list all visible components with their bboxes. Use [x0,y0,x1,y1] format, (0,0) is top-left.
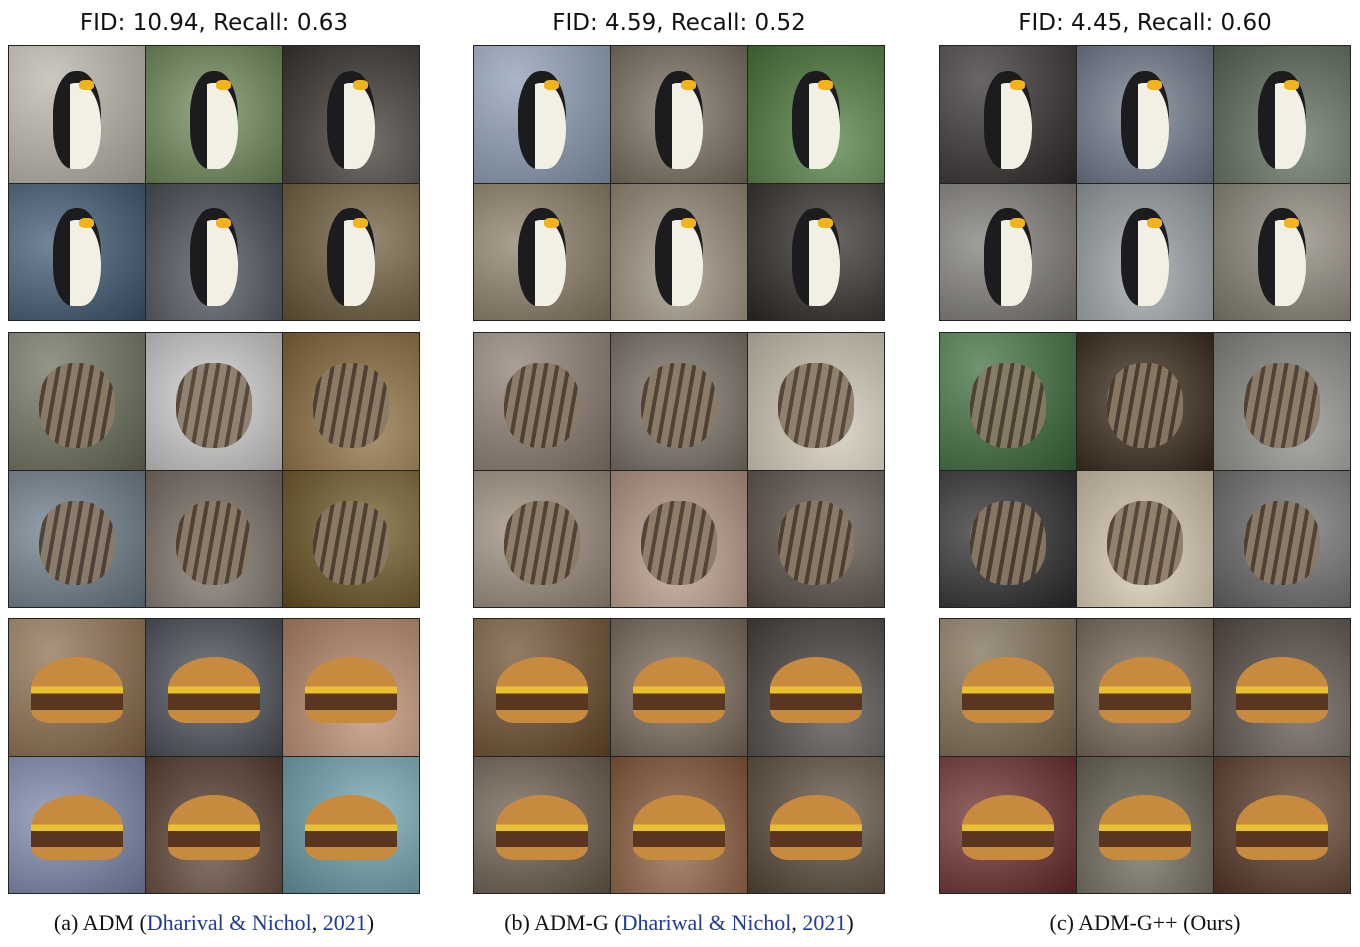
generated-penguin-image [146,183,282,320]
generated-cat-image [611,470,747,607]
generated-penguin-image [1214,46,1350,183]
caption-text: (c) ADM-G++ (Ours) [1049,910,1241,935]
cat-grid-adm-g-plus-plus [939,332,1351,608]
burger-grid-adm [8,618,420,894]
generated-penguin-image [474,183,610,320]
generated-cat-image [1077,333,1213,470]
caption-separator: , [791,910,803,935]
generated-penguin-image [283,46,419,183]
generated-cat-image [146,333,282,470]
generated-penguin-image [146,46,282,183]
generated-penguin-image [9,46,145,183]
penguin-grid-adm [8,45,420,321]
caption-separator: , [311,910,323,935]
generated-burger-image [940,619,1076,756]
generated-penguin-image [611,46,747,183]
generated-cat-image [9,333,145,470]
generated-cat-image [611,333,747,470]
generated-burger-image [474,619,610,756]
generated-cat-image [940,470,1076,607]
generated-penguin-image [283,183,419,320]
panel-title-adm: FID: 10.94, Recall: 0.63 [79,10,349,36]
generated-cat-image [1077,470,1213,607]
generated-cat-image [748,470,884,607]
generated-burger-image [611,619,747,756]
cat-grid-adm-g [473,332,885,608]
generated-penguin-image [940,183,1076,320]
generated-cat-image [748,333,884,470]
generated-burger-image [146,619,282,756]
citation-year-link[interactable]: 2021 [322,910,367,935]
generated-penguin-image [748,183,884,320]
generated-penguin-image [9,183,145,320]
caption-prefix: (b) ADM-G ( [504,910,622,935]
panel-title-adm-g: FID: 4.59, Recall: 0.52 [552,10,806,36]
citation-link[interactable]: Dhariwal & Nichol [621,910,792,935]
generated-cat-image [146,470,282,607]
caption-suffix: ) [366,910,375,935]
generated-burger-image [748,756,884,893]
panel-title-adm-g-plus-plus: FID: 4.45, Recall: 0.60 [1018,10,1272,36]
generated-penguin-image [940,46,1076,183]
generated-burger-image [9,756,145,893]
caption-adm: (a) ADM (Dharival & Nichol, 2021) [8,910,420,936]
generated-burger-image [146,756,282,893]
generated-penguin-image [474,46,610,183]
generated-penguin-image [748,46,884,183]
generated-burger-image [748,619,884,756]
generated-penguin-image [1214,183,1350,320]
generated-burger-image [1077,619,1213,756]
generated-burger-image [283,619,419,756]
generated-burger-image [1077,756,1213,893]
generated-burger-image [9,619,145,756]
penguin-grid-adm-g [473,45,885,321]
burger-grid-adm-g-plus-plus [939,618,1351,894]
penguin-grid-adm-g-plus-plus [939,45,1351,321]
caption-suffix: ) [846,910,854,935]
caption-prefix: (a) ADM ( [53,910,147,935]
generated-cat-image [940,333,1076,470]
generated-burger-image [1214,756,1350,893]
generated-penguin-image [1077,46,1213,183]
generated-penguin-image [611,183,747,320]
generated-cat-image [474,333,610,470]
cat-grid-adm [8,332,420,608]
generated-penguin-image [1077,183,1213,320]
generated-cat-image [9,470,145,607]
generated-cat-image [474,470,610,607]
citation-year-link[interactable]: 2021 [802,910,847,935]
generated-burger-image [283,756,419,893]
generated-burger-image [1214,619,1350,756]
generated-cat-image [283,470,419,607]
burger-grid-adm-g [473,618,885,894]
generated-cat-image [283,333,419,470]
citation-link[interactable]: Dharival & Nichol [146,910,312,935]
caption-adm-g-plus-plus: (c) ADM-G++ (Ours) [939,910,1351,936]
generated-burger-image [611,756,747,893]
caption-adm-g: (b) ADM-G (Dhariwal & Nichol, 2021) [473,910,885,936]
generated-cat-image [1214,470,1350,607]
generated-burger-image [474,756,610,893]
generated-cat-image [1214,333,1350,470]
generated-burger-image [940,756,1076,893]
